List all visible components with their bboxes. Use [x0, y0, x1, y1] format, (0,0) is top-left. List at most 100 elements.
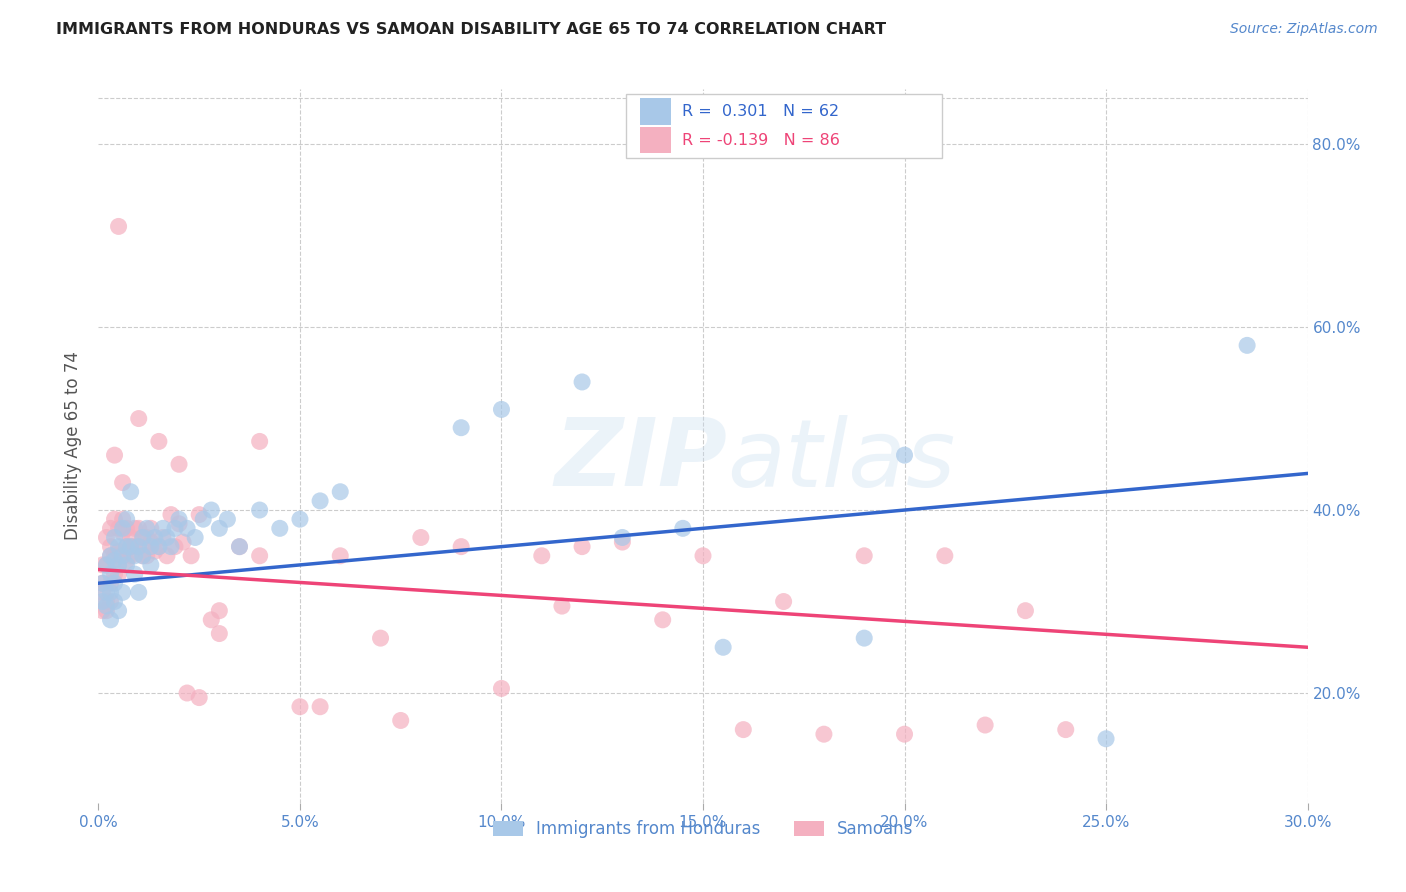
Point — [96, 558, 118, 572]
Point — [288, 699, 311, 714]
Point — [450, 540, 472, 554]
Point — [91, 576, 114, 591]
Point — [389, 714, 412, 728]
Point — [128, 585, 150, 599]
Point — [107, 521, 129, 535]
Text: ZIP: ZIP — [554, 414, 727, 507]
Point — [853, 549, 876, 563]
Point — [111, 525, 134, 540]
Point — [139, 540, 162, 554]
Point — [100, 540, 122, 554]
Point — [249, 549, 271, 563]
Point — [103, 576, 125, 591]
Point — [188, 508, 211, 522]
Point — [100, 585, 122, 599]
Point — [115, 521, 138, 535]
Point — [672, 521, 695, 535]
Point — [309, 494, 332, 508]
Point — [128, 521, 150, 535]
Point — [193, 512, 215, 526]
Point — [156, 549, 179, 563]
Point — [100, 521, 122, 535]
Point — [152, 531, 174, 545]
Point — [111, 475, 134, 490]
Point — [100, 576, 122, 591]
Text: IMMIGRANTS FROM HONDURAS VS SAMOAN DISABILITY AGE 65 TO 74 CORRELATION CHART: IMMIGRANTS FROM HONDURAS VS SAMOAN DISAB… — [56, 22, 886, 37]
Point — [160, 540, 183, 554]
Point — [111, 512, 134, 526]
Point — [409, 531, 432, 545]
Point — [132, 549, 155, 563]
Point — [135, 531, 157, 545]
Point — [124, 540, 146, 554]
Point — [124, 521, 146, 535]
Point — [143, 544, 166, 558]
Point — [167, 458, 190, 472]
Point — [188, 690, 211, 705]
Point — [180, 549, 202, 563]
Point — [1095, 731, 1118, 746]
Point — [208, 626, 231, 640]
Point — [111, 521, 134, 535]
Point — [103, 512, 125, 526]
Point — [491, 681, 513, 696]
Point — [551, 599, 574, 613]
Point — [167, 516, 190, 531]
Point — [91, 594, 114, 608]
Point — [813, 727, 835, 741]
Point — [107, 544, 129, 558]
Point — [100, 594, 122, 608]
Point — [167, 512, 190, 526]
Point — [115, 558, 138, 572]
Point — [163, 540, 186, 554]
Point — [96, 531, 118, 545]
Point — [148, 540, 170, 554]
Point — [184, 531, 207, 545]
Point — [139, 535, 162, 549]
Point — [711, 640, 734, 655]
Point — [772, 594, 794, 608]
Point — [139, 521, 162, 535]
Point — [530, 549, 553, 563]
Point — [309, 699, 332, 714]
Point — [91, 585, 114, 599]
Point — [217, 512, 239, 526]
Point — [176, 521, 198, 535]
Point — [103, 549, 125, 563]
Point — [156, 531, 179, 545]
Point — [132, 549, 155, 563]
Point — [450, 420, 472, 434]
Point — [120, 484, 142, 499]
Point — [249, 434, 271, 449]
Point — [269, 521, 291, 535]
Point — [853, 631, 876, 645]
Point — [115, 553, 138, 567]
Point — [152, 521, 174, 535]
Point — [107, 558, 129, 572]
Point — [107, 567, 129, 582]
Point — [103, 567, 125, 582]
Point — [612, 531, 634, 545]
Point — [124, 549, 146, 563]
Point — [329, 484, 352, 499]
Point — [128, 540, 150, 554]
Point — [612, 535, 634, 549]
Point — [111, 549, 134, 563]
Point — [370, 631, 392, 645]
Point — [120, 540, 142, 554]
Point — [249, 503, 271, 517]
Point — [132, 531, 155, 545]
Point — [115, 512, 138, 526]
Point — [200, 503, 222, 517]
Point — [893, 448, 915, 462]
Point — [115, 540, 138, 554]
Point — [172, 535, 194, 549]
Point — [103, 553, 125, 567]
Point — [128, 540, 150, 554]
Point — [124, 567, 146, 582]
Point — [208, 521, 231, 535]
Point — [100, 549, 122, 563]
Point — [128, 411, 150, 425]
Point — [120, 531, 142, 545]
Point — [651, 613, 673, 627]
